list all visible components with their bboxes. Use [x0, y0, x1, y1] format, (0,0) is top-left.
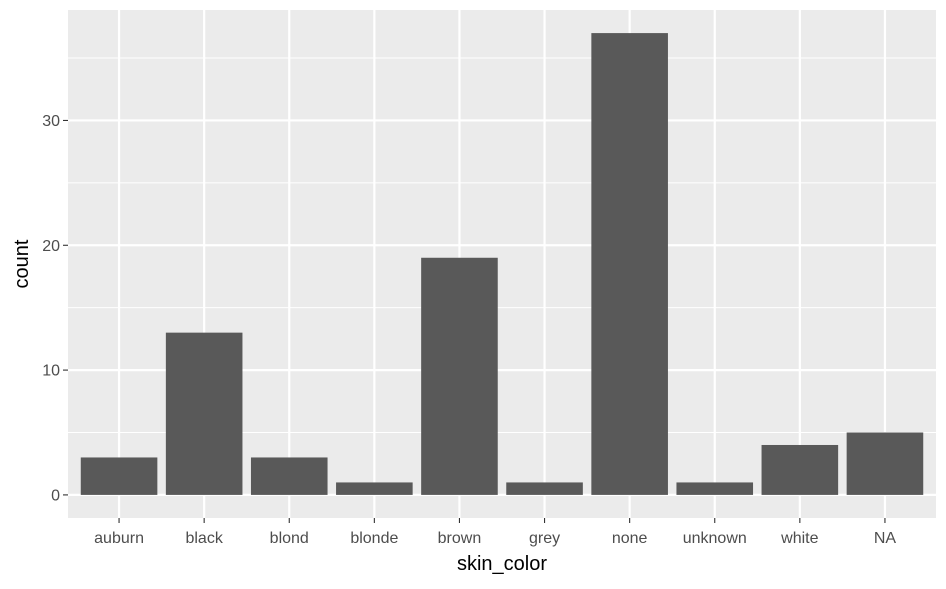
bar-unknown [676, 482, 754, 495]
bar-blond [250, 457, 328, 495]
x-tick-label: brown [438, 530, 482, 547]
y-tick-label: 10 [42, 363, 60, 380]
x-tick-label: NA [874, 530, 897, 547]
x-axis-ticks: auburn black blond blonde brown grey none unkno… [94, 518, 896, 547]
x-tick-label: white [780, 530, 818, 547]
y-tick-label: 30 [42, 113, 60, 130]
bars [80, 33, 924, 495]
x-tick-label: blonde [350, 530, 398, 547]
x-tick-label: none [612, 530, 648, 547]
x-tick-label: unknown [683, 530, 747, 547]
y-tick-label: 20 [42, 238, 60, 255]
bar-auburn [80, 457, 158, 495]
x-tick-label: grey [529, 530, 560, 547]
y-tick-label: 0 [51, 487, 60, 504]
bar-blonde [336, 482, 413, 495]
y-axis-ticks: 0 10 20 30 [42, 113, 68, 504]
bar-na [846, 432, 924, 495]
x-tick-label: blond [270, 530, 309, 547]
x-tick-label: auburn [94, 530, 144, 547]
bar-brown [421, 257, 498, 495]
bar-black [165, 332, 243, 495]
bar-grey [506, 482, 583, 495]
bar-white [761, 444, 839, 495]
y-axis-title: count [11, 239, 33, 288]
bar-none [591, 33, 668, 495]
x-axis-title: skin_color [457, 553, 547, 575]
x-tick-label: black [185, 530, 223, 547]
